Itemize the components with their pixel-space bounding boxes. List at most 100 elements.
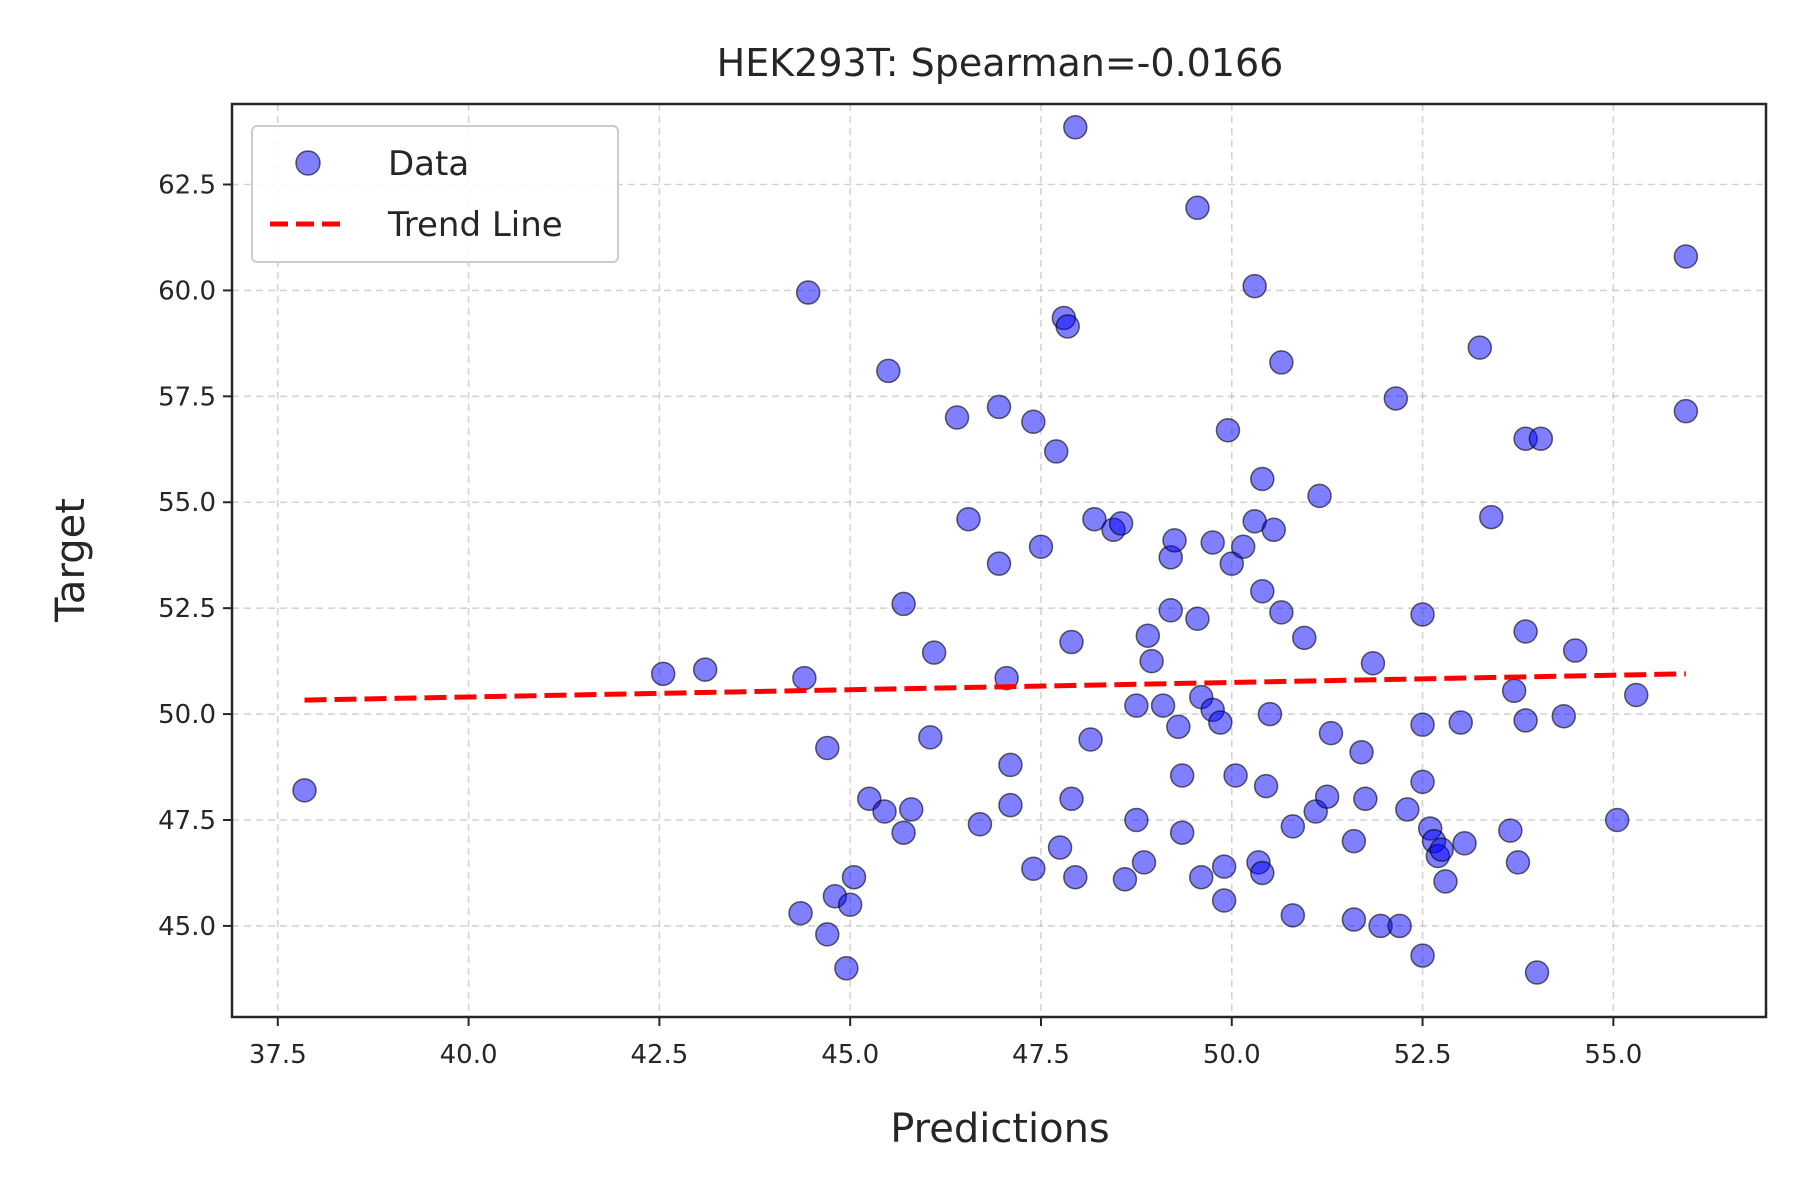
ticks-layer: 37.5 40.0 42.5 45.0 47.5 50.0 52.5 55.0 45.0 47.5…: [158, 170, 1642, 1070]
data-point: [1047, 835, 1073, 860]
data-point: [1211, 888, 1237, 913]
data-point: [1383, 386, 1409, 411]
data-point: [815, 922, 840, 947]
data-point: [1505, 850, 1531, 875]
data-point: [1673, 398, 1699, 424]
data-point: [1108, 511, 1134, 536]
data-point: [1269, 350, 1294, 375]
y-tick-label: 55.0: [158, 488, 216, 518]
data-point: [1124, 807, 1149, 833]
legend-data-marker: [295, 150, 321, 176]
data-point: [1604, 807, 1630, 833]
legend-data-label: Data: [388, 144, 469, 184]
data-point: [1082, 506, 1107, 532]
data-point: [1166, 714, 1191, 740]
data-point: [1410, 943, 1435, 968]
data-point: [872, 799, 897, 824]
data-point: [1242, 273, 1267, 299]
data-point: [1250, 860, 1275, 886]
data-point: [1139, 648, 1164, 674]
data-point: [1360, 650, 1386, 676]
data-point: [921, 640, 947, 665]
data-point: [876, 358, 901, 384]
data-point: [1353, 786, 1378, 812]
data-point: [1341, 828, 1367, 854]
data-point: [1131, 850, 1157, 875]
data-point: [1253, 773, 1279, 799]
data-point: [1280, 903, 1306, 928]
data-point: [1124, 693, 1149, 718]
data-point: [1410, 769, 1435, 795]
x-tick-label: 55.0: [1584, 1040, 1642, 1070]
data-point: [1624, 682, 1649, 708]
data-point: [1513, 708, 1538, 733]
data-point: [1162, 528, 1187, 553]
data-point: [841, 864, 867, 890]
data-point: [1314, 784, 1340, 809]
x-axis-label: Predictions: [890, 1106, 1110, 1152]
data-point: [1028, 534, 1054, 559]
data-point: [1185, 195, 1210, 221]
data-point: [1219, 551, 1245, 576]
data-point: [1208, 710, 1233, 735]
x-tick-label: 50.0: [1203, 1040, 1261, 1070]
data-point: [834, 956, 859, 981]
data-point: [692, 657, 718, 682]
data-point: [815, 735, 840, 761]
data-point: [1341, 907, 1367, 932]
data-point: [1200, 530, 1225, 555]
data-point: [967, 811, 993, 837]
legend-trend-line-label: Trend Line: [387, 205, 563, 245]
data-point: [1551, 703, 1577, 729]
data-point: [788, 900, 813, 926]
data-point: [1467, 335, 1493, 360]
data-point: [1410, 712, 1435, 737]
data-point: [1112, 867, 1138, 892]
x-tick-label: 42.5: [630, 1040, 688, 1070]
data-point: [1043, 439, 1069, 464]
data-point: [1528, 426, 1554, 451]
data-point: [1055, 314, 1080, 339]
data-point: [1078, 727, 1103, 752]
data-point: [1448, 710, 1473, 735]
data-point: [998, 752, 1023, 778]
data-point: [1501, 678, 1527, 704]
x-tick-label: 37.5: [249, 1040, 307, 1070]
data-point: [1318, 720, 1344, 746]
data-point: [1387, 913, 1412, 939]
data-point: [792, 665, 817, 691]
y-tick-label: 60.0: [158, 276, 216, 306]
data-point: [1269, 600, 1294, 625]
legend-box: [251, 125, 619, 263]
data-point: [956, 506, 981, 532]
data-point: [944, 405, 970, 430]
trend-line: [304, 671, 1686, 703]
data-point: [986, 551, 1012, 576]
data-point: [891, 820, 916, 845]
data-point: [292, 778, 317, 803]
x-tick-label: 52.5: [1394, 1040, 1452, 1070]
data-point: [1185, 606, 1210, 632]
data-point: [898, 797, 924, 822]
data-point: [1479, 504, 1504, 530]
data-point: [1498, 818, 1523, 843]
data-point: [1150, 693, 1176, 718]
data-point: [1433, 869, 1458, 894]
y-tick-label: 47.5: [158, 806, 216, 836]
data-point: [795, 280, 821, 305]
data-point: [1063, 115, 1088, 140]
data-point: [1211, 854, 1237, 879]
y-tick-label: 45.0: [158, 912, 216, 942]
data-point: [1562, 638, 1588, 663]
data-point: [1021, 409, 1046, 434]
data-point: [1349, 739, 1374, 765]
data-point: [1395, 797, 1420, 822]
marks-layer: [292, 115, 1699, 985]
x-tick-label: 47.5: [1012, 1040, 1070, 1070]
data-point: [1188, 864, 1214, 890]
data-point: [1452, 831, 1477, 856]
data-point: [918, 725, 943, 750]
data-point: [1223, 763, 1248, 788]
